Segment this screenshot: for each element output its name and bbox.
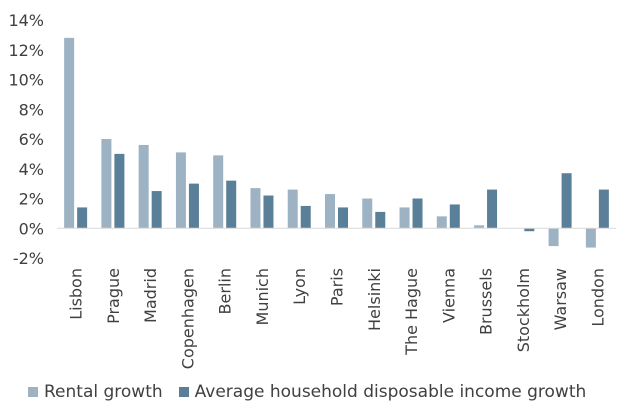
bar-income-growth-paris [338,207,348,229]
bars [64,37,609,248]
x-tick-label: Berlin [216,268,235,314]
y-tick-label: 10% [8,71,44,90]
y-tick-label: 6% [19,130,44,149]
x-tick-label: Copenhagen [178,268,197,369]
bar-rental-growth-paris [325,194,335,229]
legend-item-rental-growth: Rental growth [28,382,163,402]
bar-income-growth-the-hague [412,198,423,229]
bar-income-growth-vienna [449,204,460,229]
x-tick-label: Warsaw [551,268,570,330]
bar-income-growth-warsaw [561,173,572,229]
bar-rental-growth-brussels [474,225,485,229]
x-tick-label: Stockholm [514,268,533,352]
y-tick-label: 0% [19,219,44,238]
bar-income-growth-prague [114,153,125,229]
x-tick-label: Vienna [439,268,458,323]
x-tick-label: Helsinki [365,268,384,331]
legend-label-income-growth: Average household disposable income grow… [194,382,587,402]
x-tick-label: Paris [328,268,347,306]
x-tick-label: Lisbon [67,268,86,320]
y-axis: -2% 0% 2% 4% 6% 8% 10% 12% 14% [8,11,44,268]
x-axis: Lisbon Prague Madrid Copenhagen Berlin Munich… [67,268,608,369]
legend-swatch-rental-growth [28,387,38,397]
bar-rental-growth-madrid [138,144,149,229]
y-tick-label: 14% [8,11,44,30]
x-tick-label: Brussels [477,268,496,335]
bar-income-growth-lyon [300,205,311,229]
legend-label-rental-growth: Rental growth [44,382,163,402]
x-tick-label: The Hague [402,268,421,356]
bar-rental-growth-the-hague [399,207,410,229]
x-tick-label: Munich [253,268,272,325]
bar-income-growth-stockholm [524,228,535,232]
bar-income-growth-helsinki [375,211,386,229]
x-tick-label: Lyon [290,268,309,305]
bar-rental-growth-london [585,228,596,248]
bar-income-growth-lisbon [77,207,88,229]
legend-item-income-growth: Average household disposable income grow… [178,382,587,402]
bar-rental-growth-prague [101,139,112,229]
y-tick-label: 2% [19,190,44,209]
bar-income-growth-brussels [487,189,498,229]
x-tick-label: Prague [104,268,123,324]
bar-rental-growth-helsinki [362,198,373,229]
bar-rental-growth-lyon [287,189,298,229]
x-tick-label: Madrid [141,268,160,323]
bar-rental-growth-lisbon [64,37,75,229]
bar-rental-growth-vienna [436,216,447,229]
y-tick-label: 4% [19,160,44,179]
y-tick-label: 8% [19,100,44,119]
y-tick-label: 12% [8,41,44,60]
x-tick-label: London [588,268,607,327]
y-tick-label: -2% [13,249,44,268]
legend-swatch-income-growth [178,387,189,397]
legend: Rental growth Average household disposab… [28,381,602,403]
bar-income-growth-munich [263,195,274,229]
bar-income-growth-madrid [151,191,162,229]
bar-income-growth-london [598,189,609,229]
bar-rental-growth-berlin [213,155,224,229]
bar-income-growth-berlin [226,180,237,229]
bar-income-growth-copenhagen [188,183,199,229]
bar-rental-growth-copenhagen [175,152,186,229]
bar-rental-growth-munich [250,188,261,229]
bar-rental-growth-warsaw [548,228,559,247]
